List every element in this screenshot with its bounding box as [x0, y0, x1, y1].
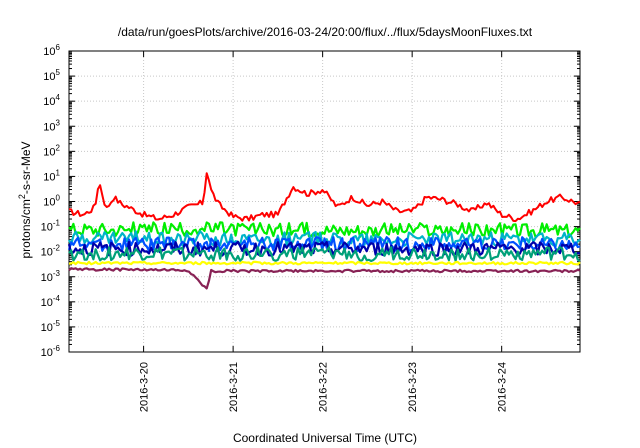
x-tick-label: 2016-3-21 [228, 362, 240, 412]
y-tick-label: 10-3 [41, 269, 61, 284]
x-axis-label: Coordinated Universal Time (UTC) [233, 431, 417, 445]
series-line [68, 246, 581, 263]
series-group [67, 172, 581, 290]
y-tick-label: 10-5 [41, 319, 61, 334]
y-tick-label: 10-4 [41, 294, 61, 309]
x-tick-label: 2016-3-20 [139, 362, 151, 412]
series-line [68, 260, 581, 266]
y-tick-label: 101 [43, 168, 60, 183]
x-tick-label: 2016-3-23 [407, 362, 419, 412]
y-tick-label: 106 [43, 43, 60, 58]
chart-title: /data/run/goesPlots/archive/2016-03-24/2… [118, 25, 533, 39]
x-tick-label: 2016-3-24 [497, 362, 509, 412]
x-tick-label: 2016-3-22 [318, 362, 330, 412]
y-axis-label: protons/cm2-s-sr-MeV [17, 141, 33, 258]
series-line [68, 267, 581, 290]
axis-ticks [69, 50, 580, 353]
y-tick-label: 105 [43, 68, 60, 83]
series-line [68, 221, 581, 239]
y-tick-label: 102 [43, 143, 60, 158]
y-tick-label: 103 [43, 118, 60, 133]
series-line [68, 172, 581, 223]
y-tick-label: 100 [43, 194, 60, 209]
series-line [67, 236, 581, 253]
x-tick-labels: 2016-3-20 2016-3-21 2016-3-22 2016-3-23 2016… [139, 362, 509, 412]
y-tick-label: 10-2 [41, 244, 61, 259]
y-tick-label: 10-6 [41, 344, 61, 359]
y-tick-label: 104 [43, 93, 60, 108]
y-tick-labels: 10-6 10-5 10-4 10-3 10-2 10-1 100 101 102 103 104 1… [41, 43, 61, 359]
grid [69, 51, 580, 352]
y-tick-label: 10-1 [41, 219, 61, 234]
